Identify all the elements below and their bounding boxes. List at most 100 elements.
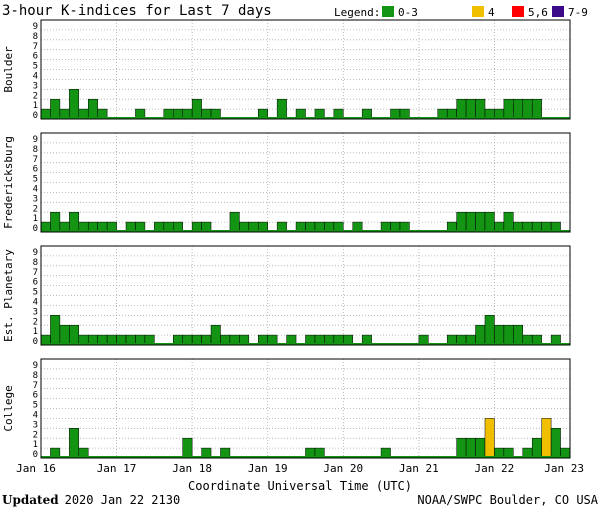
- y-tick-label: 5: [33, 401, 38, 411]
- k-index-bar: [69, 89, 80, 120]
- y-tick-label: 2: [33, 430, 38, 440]
- k-index-bar: [69, 211, 80, 233]
- y-tick-label: 7: [33, 42, 38, 52]
- panel-frame: [40, 358, 571, 459]
- k-index-bar: [465, 211, 476, 233]
- y-tick-label: 4: [33, 71, 38, 81]
- legend-swatch-5-6: [512, 6, 524, 17]
- credit-text: NOAA/SWPC Boulder, CO USA: [417, 493, 598, 507]
- k-index-bar: [182, 437, 193, 459]
- x-tick-label: Jan 18: [172, 462, 212, 475]
- legend-title: Legend:: [334, 6, 380, 19]
- x-tick-label: Jan 21: [399, 462, 439, 475]
- k-index-bar: [531, 437, 542, 459]
- k-index-bar: [503, 98, 514, 120]
- footer-updated: Updated 2020 Jan 22 2130: [2, 493, 180, 507]
- y-tick-label: 0: [33, 337, 38, 347]
- y-tick-label: 5: [33, 62, 38, 72]
- k-index-bar: [541, 418, 552, 459]
- k-index-bar: [50, 315, 61, 346]
- y-tick-label: 9: [33, 22, 38, 32]
- panel-label-est-planetary: Est. Planetary: [2, 249, 15, 342]
- x-tick-label: Jan 23: [544, 462, 584, 475]
- panel-frame: [40, 245, 571, 346]
- updated-value: 2020 Jan 22 2130: [65, 493, 181, 507]
- k-index-bar: [531, 98, 542, 120]
- y-tick-label: 5: [33, 175, 38, 185]
- updated-label: Updated: [2, 493, 59, 507]
- k-index-bar: [475, 98, 486, 120]
- legend-label-0-3: 0-3: [398, 6, 418, 19]
- y-tick-label: 9: [33, 248, 38, 258]
- k-index-bar: [69, 324, 80, 346]
- y-tick-label: 3: [33, 307, 38, 317]
- x-tick-label: Jan 19: [248, 462, 288, 475]
- k-index-bar: [465, 98, 476, 120]
- y-tick-label: 3: [33, 81, 38, 91]
- k-index-bar: [50, 98, 61, 120]
- k-index-bar: [550, 428, 561, 459]
- k-index-bar: [456, 211, 467, 233]
- k-index-bar: [191, 98, 202, 120]
- panels: 0123456789Boulder0123456789Fredericksbur…: [2, 19, 571, 460]
- k-index-bar: [513, 98, 524, 120]
- y-tick-label: 1: [33, 440, 38, 450]
- panel-label-boulder: Boulder: [2, 46, 15, 93]
- legend-swatch-7-9: [552, 6, 564, 17]
- k-index-bar: [87, 98, 98, 120]
- x-axis-tick-labels: Jan 16 Jan 17 Jan 18 Jan 19 Jan 20 Jan 21 Jan …: [16, 462, 584, 475]
- y-tick-label: 2: [33, 317, 38, 327]
- y-tick-label: 1: [33, 327, 38, 337]
- y-tick-label: 8: [33, 145, 38, 155]
- x-tick-label: Jan 22: [475, 462, 515, 475]
- legend-swatch-4: [472, 6, 484, 17]
- k-index-bar: [229, 211, 240, 233]
- legend-label-4: 4: [488, 6, 495, 19]
- panel-frame: [40, 132, 571, 233]
- k-index-bar: [475, 211, 486, 233]
- y-tick-label: 4: [33, 297, 38, 307]
- k-index-bar: [475, 324, 486, 346]
- x-tick-label: Jan 20: [323, 462, 363, 475]
- k-index-bar: [484, 315, 495, 346]
- y-tick-label: 4: [33, 184, 38, 194]
- panel-frame: [40, 19, 571, 120]
- y-tick-label: 6: [33, 52, 38, 62]
- k-index-bar: [456, 437, 467, 459]
- panel-label-fredericksburg: Fredericksburg: [2, 136, 15, 229]
- panel-label-college: College: [2, 385, 15, 431]
- y-tick-label: 7: [33, 268, 38, 278]
- y-tick-label: 5: [33, 288, 38, 298]
- k-index-bar: [59, 324, 70, 346]
- legend-swatch-0-3: [382, 6, 394, 17]
- y-tick-label: 7: [33, 155, 38, 165]
- y-tick-label: 6: [33, 391, 38, 401]
- y-tick-label: 1: [33, 214, 38, 224]
- y-tick-label: 1: [33, 101, 38, 111]
- legend-label-7-9: 7-9: [568, 6, 588, 19]
- y-tick-label: 9: [33, 135, 38, 145]
- chart-title: 3-hour K-indices for Last 7 days: [2, 3, 272, 19]
- y-tick-label: 6: [33, 278, 38, 288]
- k-index-bar: [503, 324, 514, 346]
- y-tick-label: 3: [33, 420, 38, 430]
- y-tick-label: 3: [33, 194, 38, 204]
- x-axis-label: Coordinate Universal Time (UTC): [188, 479, 412, 493]
- y-tick-label: 2: [33, 204, 38, 214]
- y-tick-label: 6: [33, 165, 38, 175]
- y-tick-label: 0: [33, 450, 38, 460]
- k-index-bar: [276, 98, 287, 120]
- y-tick-label: 7: [33, 381, 38, 391]
- k-index-bar: [475, 437, 486, 459]
- k-index-bar: [210, 324, 221, 346]
- k-index-bar: [484, 211, 495, 233]
- y-tick-label: 9: [33, 361, 38, 371]
- y-tick-label: 8: [33, 371, 38, 381]
- k-index-bar: [456, 98, 467, 120]
- legend: Legend: 0-3 4 5,6 7-9: [334, 6, 588, 19]
- k-index-bar: [503, 211, 514, 233]
